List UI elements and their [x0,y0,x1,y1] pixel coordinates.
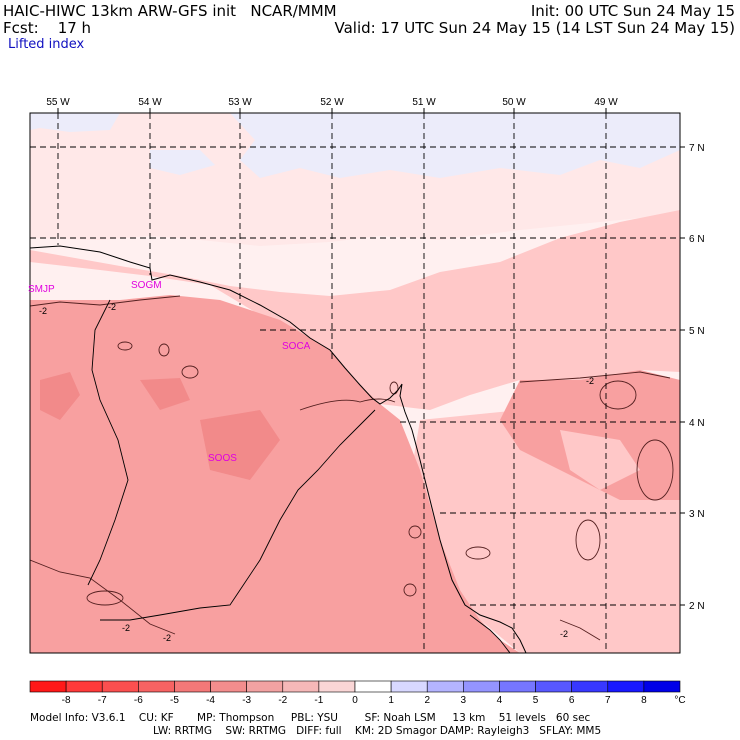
lat-label-7n: 7 N [689,143,705,154]
colorbar-swatch [138,680,175,693]
li-region-pink-coastal [30,210,680,410]
li-region-stable-north [230,113,680,178]
colorbar-tick-label: 8 [641,695,647,706]
station-smjp: SMJP [28,284,55,295]
contour-label: -2 [108,302,116,312]
lat-labels: 7 N 6 N 5 N 4 N 3 N 2 N [689,143,705,612]
lon-label-52w: 52 W [320,97,344,108]
colorbar-swatch [643,680,681,693]
lon-label-49w: 49 W [594,97,618,108]
colorbar-swatch [463,680,500,693]
station-labels: SMJP SOGM SOCA SOOS [28,280,311,464]
colorbar-tick-label: 3 [461,695,467,706]
coast-south [469,614,511,653]
forecast-hour: Fcst: 17 h [3,19,92,37]
contour-label: -2 [560,629,568,639]
colorbar-swatch [571,680,609,693]
colorbar-tick-label: -4 [206,695,215,706]
lon-labels: 55 W 54 W 53 W 52 W 51 W 50 W 49 W [46,97,618,108]
init-time: Init: 00 UTC Sun 24 May 15 [530,2,735,20]
contour-label: -2 [163,633,171,643]
lat-label-2n: 2 N [689,601,705,612]
station-soca: SOCA [282,341,311,352]
colorbar-swatch [282,680,320,693]
contour-label: -2 [122,623,130,633]
colorbar-tick-label: 6 [569,695,575,706]
contour-labels: -2 -2 -2 -2 -2 -2 [39,302,594,643]
colorbar-tick-label: 7 [605,695,611,706]
field-name: Lifted index [8,37,85,52]
lat-label-4n: 4 N [689,418,705,429]
contour-label: -2 [39,306,47,316]
colorbar [29,680,681,693]
station-sogm: SOGM [131,280,162,291]
lat-label-5n: 5 N [689,326,705,337]
coastline [30,245,527,653]
li-region-stable-northwest [30,113,120,132]
colorbar-swatch [607,680,645,693]
map-plot-area [30,113,680,653]
colorbar-swatch [174,680,211,693]
li-patch-southeast [540,520,680,653]
lon-label-54w: 54 W [138,97,162,108]
borders [87,299,376,621]
colorbar-tick-label: -2 [278,695,287,706]
lon-label-53w: 53 W [228,97,252,108]
contour-lines [30,295,674,641]
colorbar-tick-label: -5 [170,695,179,706]
colorbar-tick-label: 4 [497,695,503,706]
li-spot-3 [140,378,190,410]
lat-label-6n: 6 N [689,234,705,245]
colorbar-tick-label: -8 [62,695,71,706]
colorbar-tick-label: 2 [424,695,430,706]
colorbar-unit: °C [674,695,685,706]
graticule [30,113,680,653]
lon-label-55w: 55 W [46,97,70,108]
colorbar-swatch [101,680,139,693]
colorbar-tick-label: -3 [242,695,251,706]
colorbar-swatch [246,680,284,693]
footer-model-info: Model Info: V3.6.1 CU: KF MP: Thompson P… [30,712,591,724]
model-title: HAIC-HIWC 13km ARW-GFS init NCAR/MMM [3,2,337,20]
li-spot-2 [200,410,280,480]
station-soos: SOOS [208,453,237,464]
colorbar-tick-label: -1 [314,695,323,706]
contour-label: -2 [586,376,594,386]
li-patch-ocean [560,430,640,490]
colorbar-tick-label: -6 [134,695,143,706]
li-region-stable-patch [150,150,215,175]
colorbar-tick-label: 1 [388,695,394,706]
colorbar-swatch [65,680,103,693]
colorbar-swatch [354,680,392,693]
colorbar-swatch [210,680,247,693]
map-frame [29,112,681,654]
colorbar-tick-label: -7 [98,695,107,706]
colorbar-swatch [390,680,428,693]
colorbar-ticks: -8 -7 -6 -5 -4 -3 -2 -1 0 1 2 3 4 5 6 7 8 [62,695,647,706]
li-spot-1 [40,372,80,420]
axis-ticks [57,108,685,606]
valid-time: Valid: 17 UTC Sun 24 May 15 (14 LST Sun … [334,19,735,37]
colorbar-swatch [29,680,67,693]
colorbar-swatch [318,680,356,693]
lon-label-51w: 51 W [412,97,436,108]
lat-label-3n: 3 N [689,509,705,520]
colorbar-tick-label: 0 [352,695,358,706]
colorbar-swatch [426,680,464,693]
footer-physics-info: LW: RRTMG SW: RRTMG DIFF: full KM: 2D Sm… [153,725,602,737]
colorbar-swatch [499,680,536,693]
colorbar-tick-label: 5 [533,695,539,706]
colorbar-swatch [535,680,572,693]
lon-label-50w: 50 W [502,97,526,108]
